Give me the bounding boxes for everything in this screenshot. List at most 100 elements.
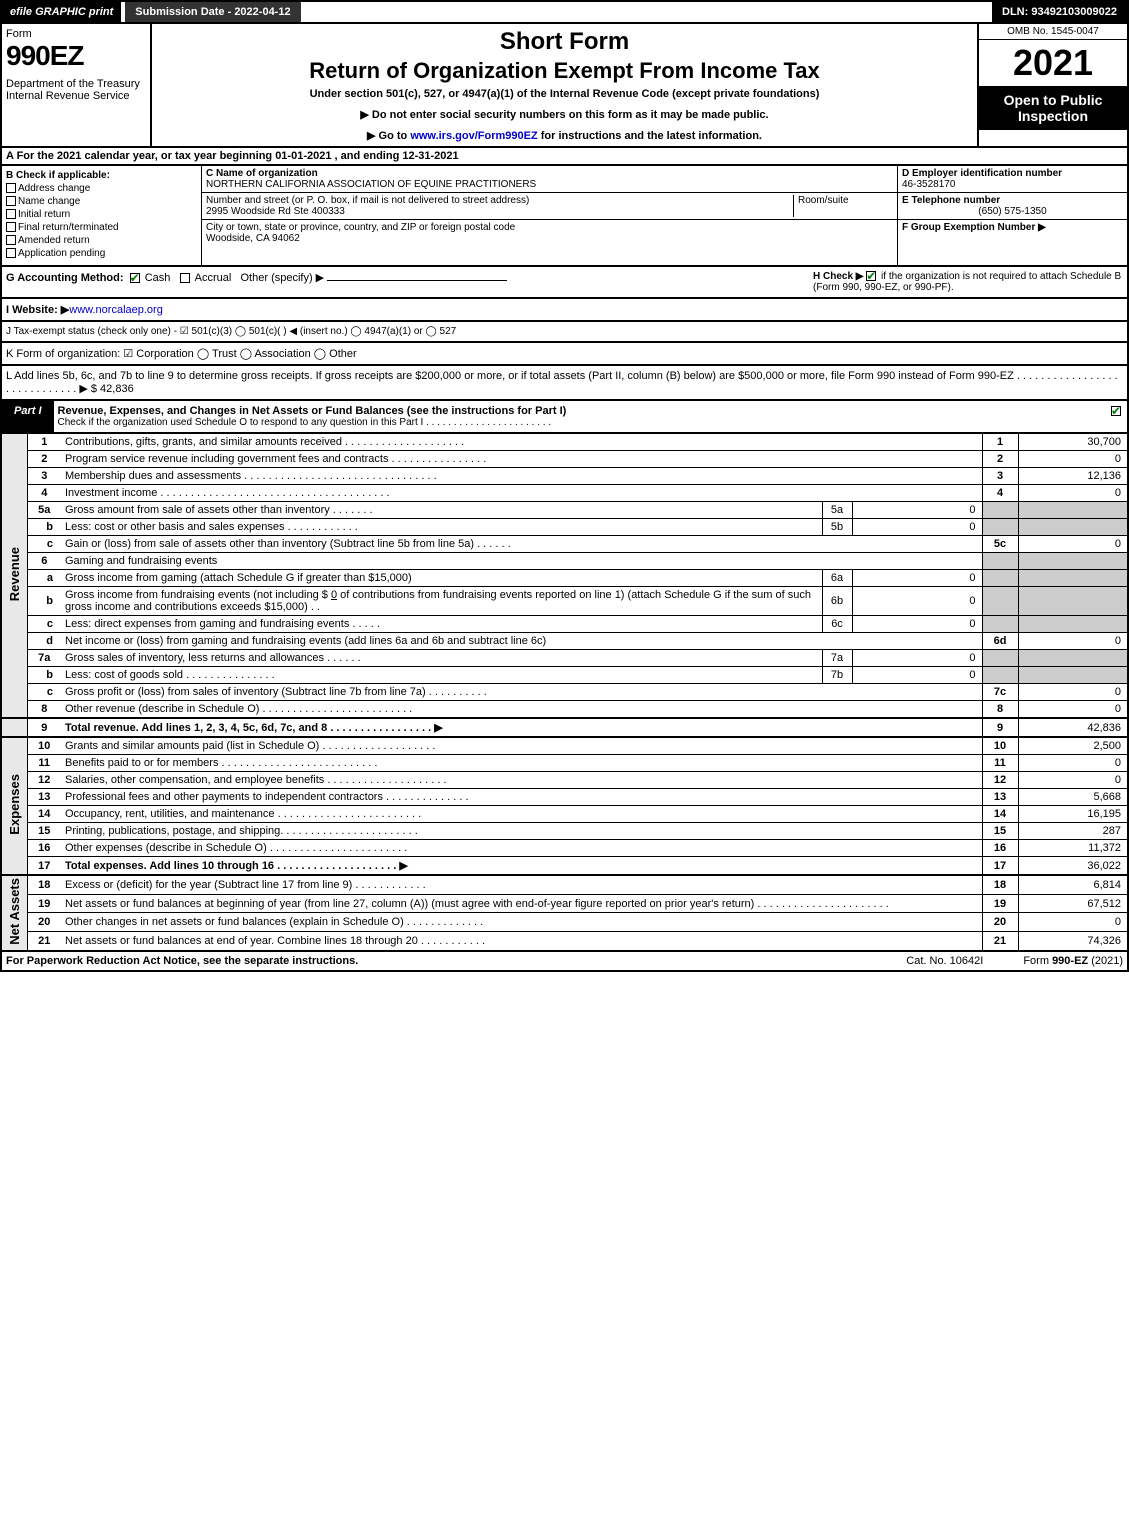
box-ln: 17 xyxy=(982,857,1018,876)
page-footer: For Paperwork Reduction Act Notice, see … xyxy=(0,952,1129,972)
box-val: 0 xyxy=(1018,755,1128,772)
chk-schedule-b[interactable] xyxy=(866,271,876,281)
mini-val: 0 xyxy=(852,650,982,667)
chk-accrual[interactable] xyxy=(180,273,190,283)
chk-address-change[interactable]: Address change xyxy=(6,183,197,194)
box-val: 0 xyxy=(1018,633,1128,650)
omb-number: OMB No. 1545-0047 xyxy=(979,24,1127,40)
box-val-shade xyxy=(1018,587,1128,616)
desc: Net assets or fund balances at end of ye… xyxy=(61,931,982,950)
part-1-title: Revenue, Expenses, and Changes in Net As… xyxy=(54,401,1107,432)
desc: Less: direct expenses from gaming and fu… xyxy=(61,616,822,633)
ln: d xyxy=(27,633,61,650)
f-group-label: F Group Exemption Number ▶ xyxy=(902,222,1123,233)
box-val-shade xyxy=(1018,553,1128,570)
ln: 11 xyxy=(27,755,61,772)
box-val: 5,668 xyxy=(1018,789,1128,806)
ln: c xyxy=(27,536,61,553)
ln: 12 xyxy=(27,772,61,789)
table-row: 5a Gross amount from sale of assets othe… xyxy=(1,502,1128,519)
box-val: 16,195 xyxy=(1018,806,1128,823)
box-val-shade xyxy=(1018,519,1128,536)
header-mid: Short Form Return of Organization Exempt… xyxy=(152,24,977,146)
box-val-shade xyxy=(1018,667,1128,684)
ln: a xyxy=(27,570,61,587)
side-blank xyxy=(1,718,27,737)
h-pre: H Check ▶ xyxy=(813,271,866,282)
box-ln-shade xyxy=(982,616,1018,633)
table-row: 17 Total expenses. Add lines 10 through … xyxy=(1,857,1128,876)
irs-link[interactable]: www.irs.gov/Form990EZ xyxy=(410,130,537,142)
desc: Gross sales of inventory, less returns a… xyxy=(61,650,822,667)
desc: Total revenue. Add lines 1, 2, 3, 4, 5c,… xyxy=(61,718,982,737)
c-addr-value: 2995 Woodside Rd Ste 400333 xyxy=(206,206,793,217)
g-other-input[interactable] xyxy=(327,280,507,281)
footer-cat-no: Cat. No. 10642I xyxy=(906,955,983,967)
dln: DLN: 93492103009022 xyxy=(992,2,1127,22)
efile-print-button[interactable]: efile GRAPHIC print xyxy=(2,2,121,22)
box-val-shade xyxy=(1018,650,1128,667)
e-phone-value: (650) 575-1350 xyxy=(902,206,1123,217)
chk-initial-return[interactable]: Initial return xyxy=(6,209,197,220)
row-g-h: G Accounting Method: Cash Accrual Other … xyxy=(0,267,1129,299)
row-l-value: 42,836 xyxy=(100,383,134,395)
desc: Occupancy, rent, utilities, and maintena… xyxy=(61,806,982,823)
department: Department of the Treasury Internal Reve… xyxy=(6,78,146,102)
mini-val: 0 xyxy=(852,570,982,587)
col-c: C Name of organization NORTHERN CALIFORN… xyxy=(202,166,897,265)
table-row: Expenses 10 Grants and similar amounts p… xyxy=(1,737,1128,755)
part-1-title-text: Revenue, Expenses, and Changes in Net As… xyxy=(58,405,567,417)
box-ln: 2 xyxy=(982,451,1018,468)
table-row: 2 Program service revenue including gove… xyxy=(1,451,1128,468)
ln: c xyxy=(27,684,61,701)
c-city-label: City or town, state or province, country… xyxy=(206,222,515,233)
website-link[interactable]: www.norcalaep.org xyxy=(69,304,163,316)
table-row: 14 Occupancy, rent, utilities, and maint… xyxy=(1,806,1128,823)
l17-desc-text: Total expenses. Add lines 10 through 16 … xyxy=(65,860,408,872)
d-ein: D Employer identification number 46-3528… xyxy=(898,166,1127,192)
header-right: OMB No. 1545-0047 2021 Open to Public In… xyxy=(977,24,1127,146)
box-ln-shade xyxy=(982,667,1018,684)
box-val: 6,814 xyxy=(1018,875,1128,894)
box-ln: 18 xyxy=(982,875,1018,894)
col-b-header: B Check if applicable: xyxy=(6,170,197,181)
mini-ln: 6c xyxy=(822,616,852,633)
desc: Program service revenue including govern… xyxy=(61,451,982,468)
table-row: 21 Net assets or fund balances at end of… xyxy=(1,931,1128,950)
ln: b xyxy=(27,587,61,616)
e-phone-label: E Telephone number xyxy=(902,195,1123,206)
ln: 5a xyxy=(27,502,61,519)
table-row: b Gross income from fundraising events (… xyxy=(1,587,1128,616)
col-b-header-text: B Check if applicable: xyxy=(6,170,110,181)
desc: Contributions, gifts, grants, and simila… xyxy=(61,434,982,451)
section-b-through-f: B Check if applicable: Address change Na… xyxy=(0,166,1129,267)
desc: Gross income from fundraising events (no… xyxy=(61,587,822,616)
under-section: Under section 501(c), 527, or 4947(a)(1)… xyxy=(156,88,973,100)
box-ln: 12 xyxy=(982,772,1018,789)
box-ln: 14 xyxy=(982,806,1018,823)
chk-application-pending[interactable]: Application pending xyxy=(6,248,197,259)
part-1-subtitle: Check if the organization used Schedule … xyxy=(58,417,1103,428)
chk-final-return[interactable]: Final return/terminated xyxy=(6,222,197,233)
chk-amended-return[interactable]: Amended return xyxy=(6,235,197,246)
table-row: 9 Total revenue. Add lines 1, 2, 3, 4, 5… xyxy=(1,718,1128,737)
chk-name-change[interactable]: Name change xyxy=(6,196,197,207)
chk-cash[interactable] xyxy=(130,273,140,283)
chk-schedule-o-part1[interactable] xyxy=(1111,406,1121,416)
part-1-table: Revenue 1 Contributions, gifts, grants, … xyxy=(0,434,1129,952)
footer-paperwork: For Paperwork Reduction Act Notice, see … xyxy=(6,955,866,967)
ln: 20 xyxy=(27,913,61,932)
instr-goto-pre: ▶ Go to xyxy=(367,130,410,142)
form-number: 990EZ xyxy=(6,40,146,72)
table-row: 11 Benefits paid to or for members . . .… xyxy=(1,755,1128,772)
c-name-value: NORTHERN CALIFORNIA ASSOCIATION OF EQUIN… xyxy=(206,179,893,190)
instr-ssn: ▶ Do not enter social security numbers o… xyxy=(156,108,973,121)
desc: Gross amount from sale of assets other t… xyxy=(61,502,822,519)
desc: Net assets or fund balances at beginning… xyxy=(61,894,982,913)
ln: 8 xyxy=(27,701,61,719)
ln: 14 xyxy=(27,806,61,823)
box-ln-shade xyxy=(982,570,1018,587)
mini-ln: 5b xyxy=(822,519,852,536)
top-bar: efile GRAPHIC print Submission Date - 20… xyxy=(0,0,1129,24)
box-val: 30,700 xyxy=(1018,434,1128,451)
